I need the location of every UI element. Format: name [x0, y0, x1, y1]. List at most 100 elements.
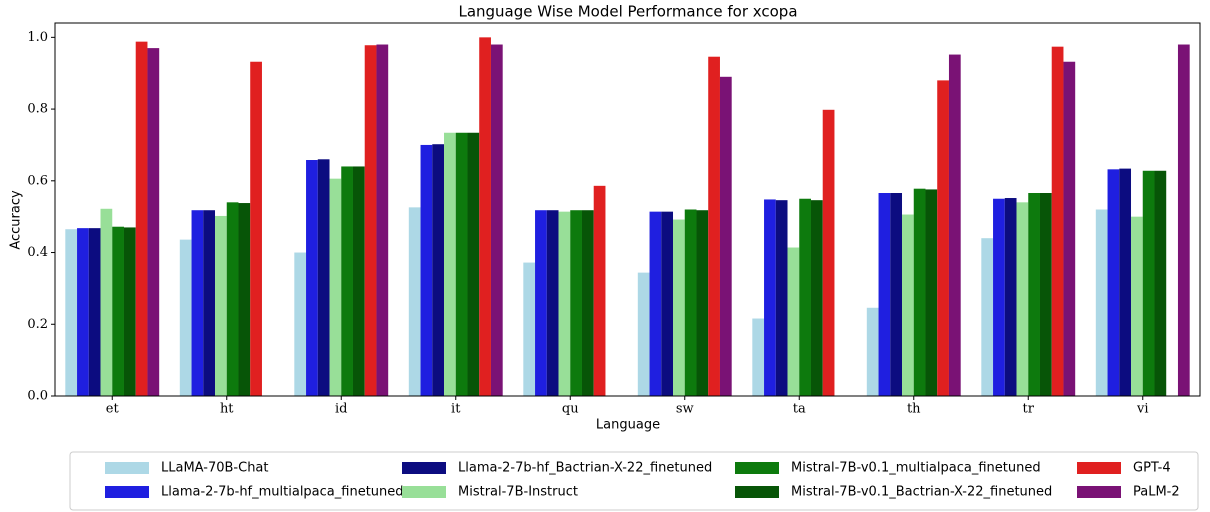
bar: [1119, 168, 1132, 396]
x-tick-label: it: [451, 402, 461, 417]
legend-label: PaLM-2: [1133, 485, 1180, 500]
bar: [1063, 61, 1076, 396]
bar: [948, 54, 961, 397]
legend-label: LLaMA-70B-Chat: [161, 461, 269, 476]
legend-label: Mistral-7B-Instruct: [458, 485, 578, 500]
bar: [649, 211, 662, 396]
bar: [364, 45, 377, 396]
bar: [822, 109, 835, 397]
bar: [294, 252, 307, 396]
bar: [352, 166, 365, 396]
bar: [135, 41, 148, 397]
bar: [1131, 216, 1143, 396]
bar: [981, 238, 994, 396]
bar: [570, 210, 582, 396]
bar: [637, 272, 650, 396]
bar: [866, 307, 879, 396]
bar: [696, 210, 709, 396]
bar: [535, 210, 547, 396]
bar: [708, 56, 720, 396]
bar: [306, 160, 318, 396]
bar: [179, 239, 192, 396]
x-tick-label: vi: [1136, 402, 1149, 417]
bar: [925, 189, 938, 396]
bar: [558, 211, 571, 396]
bar: [1051, 46, 1064, 397]
y-tick-label: 0.6: [27, 173, 48, 188]
bar: [902, 214, 914, 396]
x-tick-label: ta: [793, 402, 806, 417]
bar: [684, 209, 697, 396]
bar: [112, 226, 124, 396]
bar: [432, 144, 445, 396]
bar: [1004, 198, 1017, 396]
bar: [764, 199, 776, 396]
bar: [890, 193, 903, 396]
bar: [546, 210, 559, 396]
bar: [787, 247, 800, 396]
bar: [775, 200, 788, 396]
legend-swatch: [402, 486, 446, 498]
bar: [88, 228, 101, 396]
x-axis-label: Language: [596, 418, 660, 433]
bar: [238, 203, 251, 396]
plot-frame: [54, 22, 1201, 397]
bar: [341, 166, 353, 396]
bar: [878, 193, 891, 396]
bar: [1177, 44, 1190, 397]
y-tick-label: 1.0: [27, 30, 48, 45]
legend-swatch: [1077, 462, 1121, 474]
y-tick-label: 0.8: [27, 102, 48, 117]
legend-swatch: [105, 486, 149, 498]
legend-swatch: [735, 462, 779, 474]
bar: [1142, 170, 1155, 396]
bar: [993, 198, 1005, 396]
bar: [752, 318, 765, 396]
bar: [123, 227, 136, 396]
bar: [581, 210, 594, 396]
bar: [913, 188, 926, 396]
bar: [467, 132, 480, 396]
bar: [444, 132, 456, 396]
y-tick-label: 0.2: [27, 317, 48, 332]
bar: [250, 61, 262, 396]
bar: [1016, 202, 1029, 396]
bar: [1154, 170, 1167, 396]
y-axis-label: Accuracy: [9, 190, 24, 250]
bar: [673, 219, 685, 396]
x-tick-label: th: [907, 402, 921, 417]
bar: [77, 228, 89, 396]
bar: [226, 202, 239, 396]
bar: [937, 80, 949, 396]
legend-swatch: [105, 462, 149, 474]
bar: [147, 48, 160, 396]
bar: [1095, 209, 1108, 396]
x-tick-label: ht: [220, 402, 234, 417]
bar: [1028, 193, 1040, 396]
bar: [100, 208, 113, 396]
legend-label: Mistral-7B-v0.1_multialpaca_finetuned: [791, 461, 1041, 476]
legend-label: GPT-4: [1133, 461, 1171, 476]
bar: [329, 178, 342, 396]
x-tick-label: et: [106, 402, 120, 417]
bar: [593, 185, 606, 396]
bar: [479, 37, 491, 396]
x-tick-label: id: [335, 402, 347, 417]
y-tick-label: 0.0: [27, 389, 48, 404]
bar: [420, 144, 433, 396]
bar: [203, 210, 216, 396]
bar: [376, 44, 389, 397]
legend-label: Llama-2-7b-hf_multialpaca_finetuned: [161, 485, 404, 500]
bar: [408, 207, 421, 396]
x-tick-label: sw: [676, 402, 694, 417]
x-tick-label: tr: [1023, 402, 1035, 417]
y-tick-label: 0.4: [27, 245, 48, 260]
legend-swatch: [402, 462, 446, 474]
bar: [810, 200, 823, 396]
bar: [799, 198, 811, 396]
legend-label: Mistral-7B-v0.1_Bactrian-X-22_finetuned: [791, 485, 1052, 500]
bar: [317, 159, 330, 396]
bar: [490, 44, 503, 397]
bar: [719, 76, 732, 396]
